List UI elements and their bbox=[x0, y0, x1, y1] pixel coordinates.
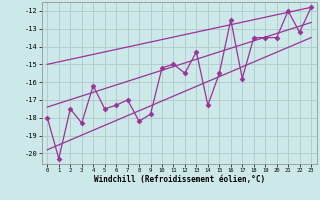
X-axis label: Windchill (Refroidissement éolien,°C): Windchill (Refroidissement éolien,°C) bbox=[94, 175, 265, 184]
